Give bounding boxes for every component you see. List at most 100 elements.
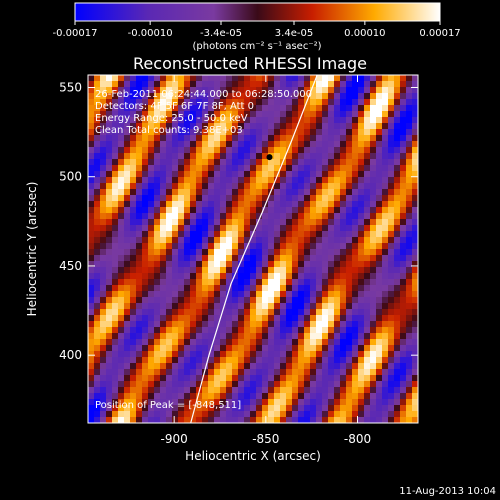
heatmap-cell (190, 231, 196, 237)
heatmap-cell (226, 231, 232, 237)
heatmap-cell (214, 411, 220, 417)
heatmap-cell (220, 291, 226, 297)
heatmap-cell (202, 315, 208, 321)
heatmap-cell (148, 213, 154, 219)
heatmap-cell (244, 111, 250, 117)
heatmap-cell (280, 237, 286, 243)
heatmap-cell (298, 81, 304, 87)
heatmap-cell (388, 261, 394, 267)
heatmap-cell (376, 237, 382, 243)
heatmap-cell (196, 351, 202, 357)
heatmap-cell (220, 381, 226, 387)
heatmap-cell (400, 291, 406, 297)
heatmap-cell (412, 93, 418, 99)
heatmap-cell (184, 357, 190, 363)
heatmap-cell (190, 309, 196, 315)
heatmap-cell (202, 285, 208, 291)
heatmap-cell (190, 351, 196, 357)
heatmap-cell (130, 255, 136, 261)
heatmap-cell (88, 321, 94, 327)
heatmap-cell (322, 165, 328, 171)
heatmap-cell (232, 285, 238, 291)
heatmap-cell (178, 315, 184, 321)
heatmap-cell (352, 111, 358, 117)
heatmap-cell (292, 147, 298, 153)
heatmap-cell (226, 387, 232, 393)
heatmap-cell (316, 135, 322, 141)
heatmap-cell (214, 357, 220, 363)
heatmap-cell (190, 285, 196, 291)
heatmap-cell (166, 249, 172, 255)
heatmap-cell (136, 147, 142, 153)
heatmap-cell (208, 93, 214, 99)
heatmap-cell (328, 405, 334, 411)
heatmap-cell (130, 297, 136, 303)
heatmap-cell (400, 129, 406, 135)
heatmap-cell (274, 345, 280, 351)
heatmap-cell (406, 75, 412, 81)
heatmap-cell (178, 243, 184, 249)
heatmap-cell (262, 117, 268, 123)
heatmap-cell (178, 141, 184, 147)
heatmap-cell (238, 267, 244, 273)
heatmap-cell (316, 255, 322, 261)
heatmap-cell (250, 411, 256, 417)
heatmap-cell (376, 219, 382, 225)
heatmap-cell (286, 75, 292, 81)
heatmap-cell (118, 123, 124, 129)
heatmap-cell (292, 375, 298, 381)
heatmap-cell (124, 267, 130, 273)
heatmap-cell (184, 267, 190, 273)
heatmap-cell (178, 327, 184, 333)
heatmap-cell (142, 135, 148, 141)
heatmap-cell (274, 225, 280, 231)
heatmap-cell (166, 93, 172, 99)
heatmap-cell (352, 369, 358, 375)
heatmap-cell (382, 345, 388, 351)
heatmap-cell (124, 297, 130, 303)
heatmap-cell (388, 417, 394, 423)
heatmap-cell (202, 405, 208, 411)
heatmap-cell (274, 135, 280, 141)
heatmap-cell (154, 105, 160, 111)
heatmap-cell (220, 405, 226, 411)
heatmap-cell (388, 255, 394, 261)
heatmap-cell (148, 195, 154, 201)
heatmap-cell (130, 105, 136, 111)
heatmap-cell (394, 339, 400, 345)
heatmap-cell (196, 333, 202, 339)
heatmap-cell (394, 123, 400, 129)
heatmap-cell (370, 285, 376, 291)
heatmap-cell (316, 87, 322, 93)
heatmap-cell (382, 297, 388, 303)
heatmap-cell (130, 327, 136, 333)
heatmap-cell (142, 279, 148, 285)
colorbar-tick-label: 0.00017 (419, 28, 460, 39)
heatmap-cell (274, 93, 280, 99)
heatmap-cell (340, 339, 346, 345)
heatmap-cell (184, 303, 190, 309)
heatmap-cell (244, 219, 250, 225)
heatmap-cell (394, 393, 400, 399)
heatmap-cell (406, 333, 412, 339)
heatmap-cell (322, 315, 328, 321)
heatmap-cell (220, 99, 226, 105)
heatmap-cell (184, 153, 190, 159)
heatmap-cell (370, 273, 376, 279)
heatmap-cell (280, 411, 286, 417)
heatmap-cell (400, 231, 406, 237)
heatmap-cell (172, 141, 178, 147)
heatmap-cell (262, 393, 268, 399)
heatmap-cell (352, 201, 358, 207)
heatmap-cell (352, 105, 358, 111)
heatmap-cell (88, 291, 94, 297)
heatmap-cell (406, 207, 412, 213)
heatmap-cell (334, 135, 340, 141)
heatmap-cell (400, 81, 406, 87)
heatmap-cell (412, 267, 418, 273)
heatmap-cell (286, 411, 292, 417)
heatmap-cell (274, 393, 280, 399)
heatmap-cell (262, 381, 268, 387)
heatmap-cell (388, 291, 394, 297)
heatmap-cell (148, 339, 154, 345)
